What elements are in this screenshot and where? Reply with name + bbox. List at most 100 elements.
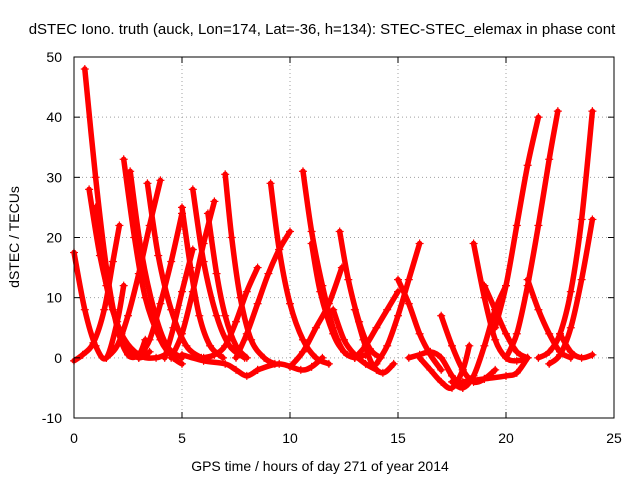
- x-tick-label: 10: [282, 430, 298, 446]
- data-point: [266, 179, 275, 188]
- data-point: [199, 239, 208, 248]
- data-point: [253, 299, 262, 308]
- data-point: [221, 359, 230, 368]
- data-point: [108, 257, 117, 266]
- data-point: [480, 374, 489, 383]
- data-point: [458, 365, 467, 374]
- data-point: [512, 368, 521, 377]
- data-point: [221, 170, 230, 179]
- data-point: [534, 221, 543, 230]
- data-point: [523, 353, 532, 362]
- data-point: [80, 305, 89, 314]
- data-point: [152, 353, 161, 362]
- data-point: [178, 203, 186, 212]
- data-point: [102, 281, 111, 290]
- data-point: [545, 155, 554, 164]
- data-point: [91, 203, 100, 212]
- data-point: [100, 305, 109, 314]
- data-point: [415, 353, 424, 362]
- data-point: [534, 113, 543, 122]
- data-point: [534, 305, 543, 314]
- x-tick-label: 25: [606, 430, 622, 446]
- data-point: [383, 341, 392, 350]
- data-point: [221, 341, 230, 350]
- data-point: [566, 287, 575, 296]
- data-point: [188, 185, 197, 194]
- data-point: [577, 353, 586, 362]
- data-point: [469, 239, 478, 248]
- data-point: [178, 350, 186, 359]
- y-tick-label: 50: [46, 49, 62, 65]
- data-point: [502, 353, 510, 362]
- y-tick-label: -10: [42, 410, 62, 426]
- chart-title: dSTEC Iono. truth (auck, Lon=174, Lat=-3…: [29, 21, 616, 38]
- data-point: [260, 353, 269, 362]
- data-point: [404, 353, 413, 362]
- data-point: [545, 347, 554, 356]
- data-point: [102, 353, 111, 362]
- data-point: [167, 353, 176, 362]
- data-point: [383, 305, 392, 314]
- data-point: [145, 221, 154, 230]
- data-point: [465, 341, 474, 350]
- data-point: [232, 353, 240, 362]
- data-point: [426, 365, 435, 374]
- data-point: [156, 299, 165, 308]
- data-point: [307, 227, 316, 236]
- data-point: [298, 347, 307, 356]
- data-point: [253, 365, 262, 374]
- data-point: [247, 335, 256, 344]
- data-point: [199, 356, 208, 365]
- data-point: [145, 347, 154, 356]
- series-line: [267, 180, 332, 367]
- data-point: [119, 155, 128, 164]
- data-point: [534, 353, 543, 362]
- data-point: [588, 350, 597, 359]
- x-tick-label: 20: [498, 430, 514, 446]
- data-point: [195, 311, 204, 320]
- data-point: [426, 347, 435, 356]
- data-point: [335, 227, 344, 236]
- data-point: [480, 341, 489, 350]
- data-point: [206, 341, 215, 350]
- data-point: [359, 335, 368, 344]
- data-point: [154, 251, 163, 260]
- data-point: [188, 287, 197, 296]
- data-point: [394, 311, 402, 320]
- data-point: [242, 371, 251, 380]
- data-point: [491, 335, 500, 344]
- data-point: [415, 329, 424, 338]
- data-point: [404, 299, 413, 308]
- data-point: [210, 197, 219, 206]
- data-point: [143, 179, 152, 188]
- data-point: [145, 335, 154, 344]
- data-point: [318, 353, 327, 362]
- data-point: [210, 350, 219, 359]
- series-line: [503, 108, 561, 361]
- data-point: [232, 317, 240, 326]
- y-tick-label: 40: [46, 109, 62, 125]
- data-point: [119, 281, 128, 290]
- data-point: [394, 275, 402, 284]
- series-line: [71, 222, 123, 364]
- data-point: [437, 377, 446, 386]
- data-point: [212, 311, 221, 320]
- data-point: [264, 269, 273, 278]
- data-point: [85, 185, 94, 194]
- data-point: [588, 215, 597, 224]
- data-point: [324, 299, 333, 308]
- x-axis-label: GPS time / hours of day 271 of year 2014: [191, 458, 449, 474]
- data-point: [378, 368, 387, 377]
- series-line: [103, 177, 164, 361]
- data-point: [311, 323, 320, 332]
- data-point: [340, 347, 348, 356]
- data-point: [242, 287, 251, 296]
- data-point: [286, 227, 294, 236]
- data-point: [298, 335, 307, 344]
- data-point: [167, 305, 176, 314]
- data-point: [350, 353, 359, 362]
- data-point: [523, 161, 532, 170]
- data-point: [221, 311, 230, 320]
- data-point: [437, 353, 446, 362]
- data-point: [502, 371, 510, 380]
